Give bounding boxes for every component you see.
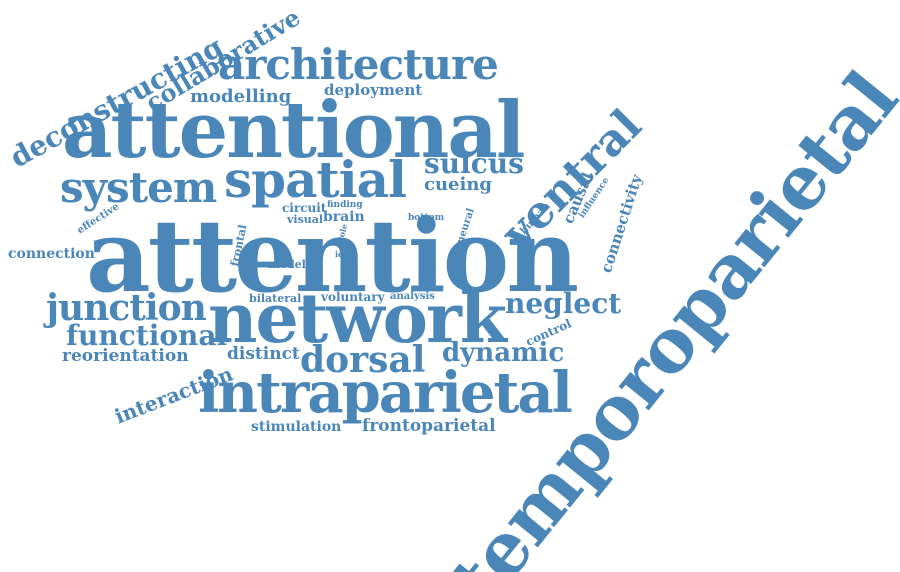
word-analysis: analysis (390, 292, 435, 302)
word-brain: brain (323, 210, 365, 224)
word-distinct: distinct (227, 346, 300, 363)
word-spatial: spatial (224, 155, 406, 205)
word-model: model (268, 259, 306, 270)
word-stimulation: stimulation (251, 420, 341, 434)
word-voluntary: voluntary (321, 291, 385, 303)
word-finding: finding (327, 201, 363, 210)
word-dynamic: dynamic (442, 340, 564, 366)
word-connection: connection (8, 247, 95, 261)
word-deployment: deployment (324, 83, 422, 98)
word-cueing: cueing (424, 176, 492, 194)
word-visual: visual (287, 214, 323, 225)
word-bilateral: bilateral (249, 293, 301, 304)
word-idea: idea (335, 250, 354, 258)
word-frontoparietal: frontoparietal (362, 418, 496, 435)
word-dorsal: dorsal (300, 342, 425, 378)
word-reorientation: reorientation (62, 348, 189, 365)
word-bottom: bottom (408, 214, 444, 223)
word-system: system (60, 167, 216, 209)
word-neglect: neglect (505, 290, 621, 318)
word-modelling: modelling (190, 88, 291, 106)
